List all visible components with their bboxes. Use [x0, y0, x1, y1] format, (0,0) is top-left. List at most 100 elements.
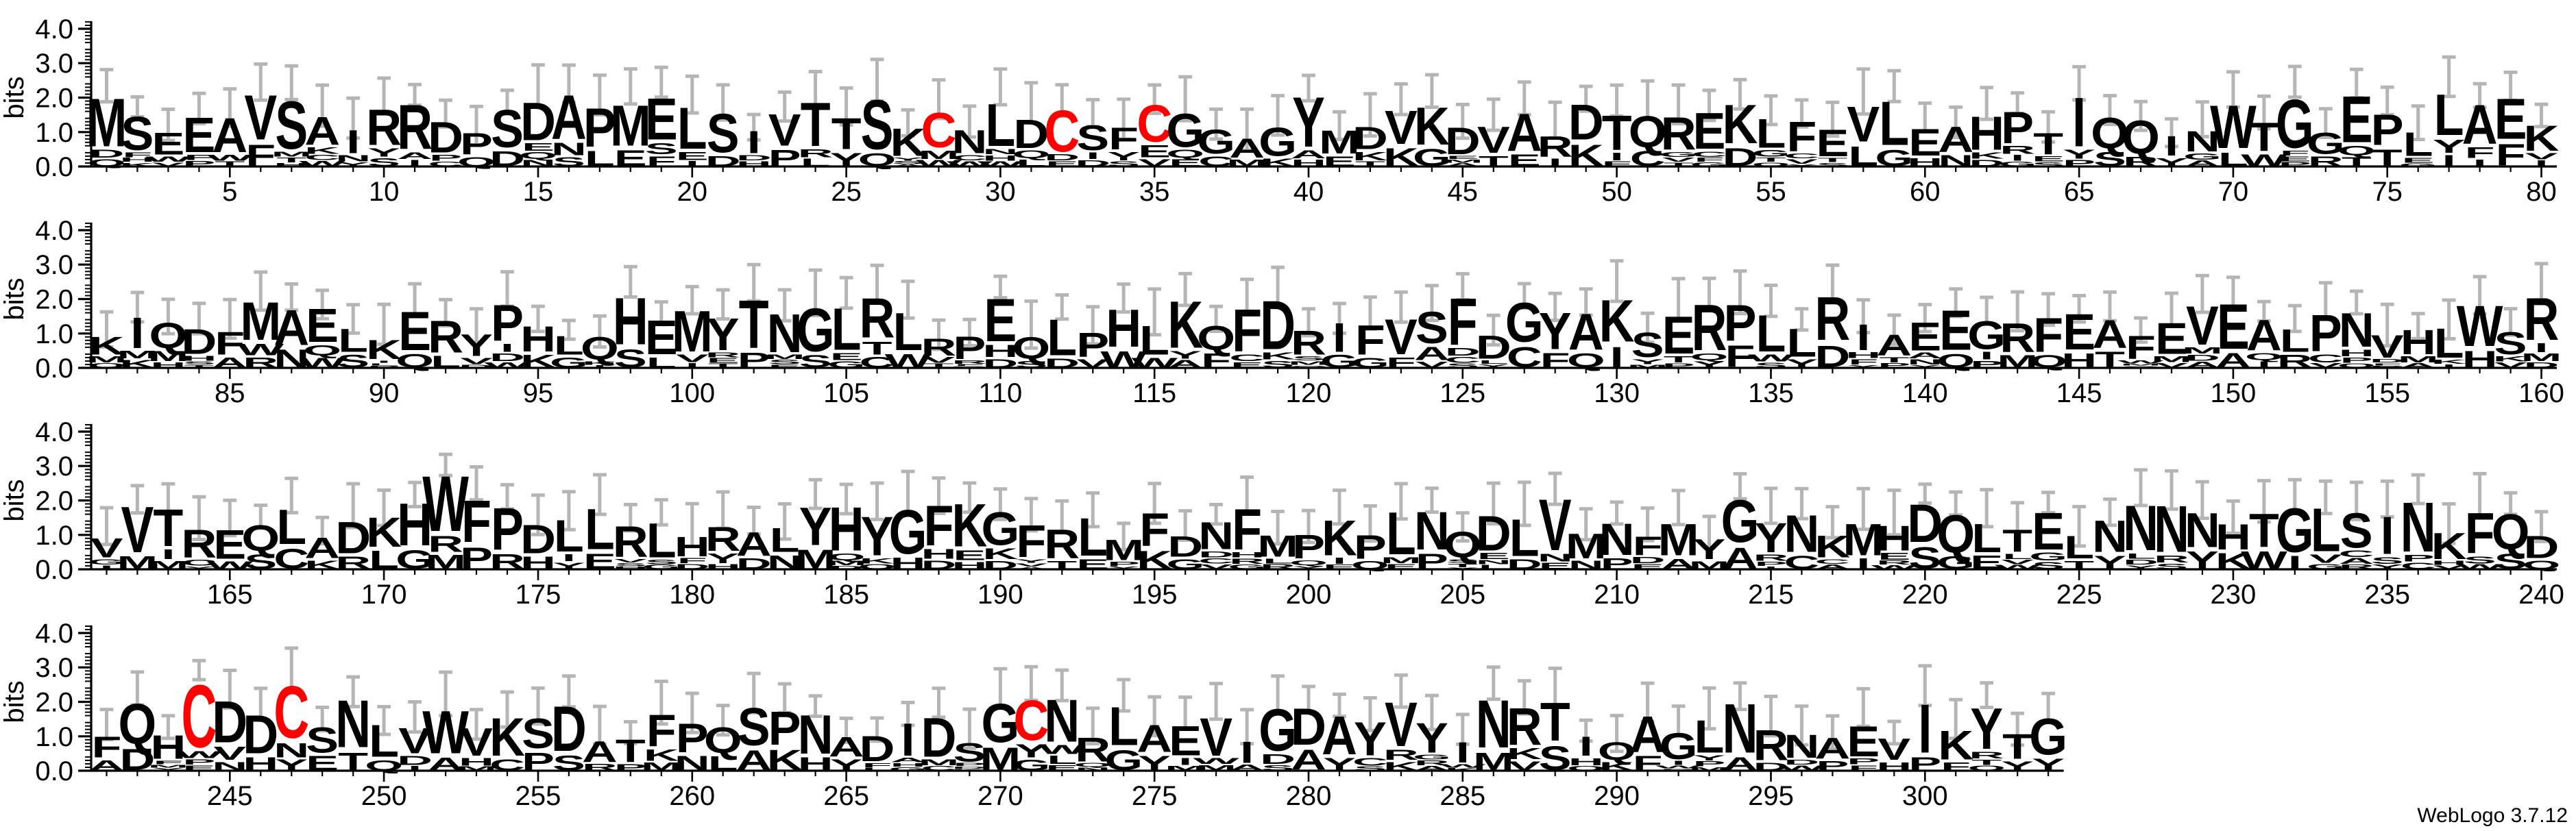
svg-text:S: S — [491, 98, 524, 158]
svg-text:2.0: 2.0 — [35, 84, 73, 114]
svg-text:D: D — [1167, 531, 1203, 563]
svg-text:D: D — [243, 704, 278, 765]
svg-text:135: 135 — [1748, 378, 1794, 408]
svg-text:3.0: 3.0 — [35, 653, 73, 683]
svg-text:C: C — [1044, 98, 1080, 164]
svg-text:1.0: 1.0 — [35, 118, 73, 148]
svg-text:A: A — [829, 732, 864, 763]
svg-text:R: R — [1044, 521, 1080, 568]
svg-text:F: F — [1448, 285, 1478, 359]
svg-text:L: L — [585, 497, 615, 562]
svg-text:130: 130 — [1594, 378, 1640, 408]
svg-text:D: D — [551, 693, 587, 765]
svg-text:A: A — [304, 532, 340, 565]
svg-text:T: T — [2002, 727, 2032, 767]
svg-text:A: A — [1507, 102, 1542, 162]
svg-text:T: T — [801, 90, 831, 160]
svg-text:Y: Y — [1354, 712, 1387, 765]
svg-text:240: 240 — [2518, 580, 2564, 610]
svg-text:H: H — [1106, 298, 1141, 358]
svg-text:1.0: 1.0 — [35, 319, 73, 349]
svg-text:E: E — [1847, 718, 1880, 766]
svg-text:S: S — [1415, 303, 1448, 353]
svg-text:N: N — [2401, 488, 2436, 567]
svg-text:R: R — [1507, 697, 1542, 756]
svg-text:S: S — [707, 103, 740, 164]
svg-text:E: E — [1693, 101, 1726, 160]
svg-text:285: 285 — [1439, 781, 1485, 811]
svg-text:105: 105 — [823, 378, 869, 408]
svg-text:H: H — [829, 495, 864, 564]
svg-text:P: P — [2371, 106, 2404, 155]
svg-text:R: R — [705, 521, 741, 559]
svg-text:E: E — [2494, 86, 2527, 151]
svg-text:F: F — [1355, 317, 1385, 364]
svg-text:R: R — [397, 91, 433, 162]
svg-text:A: A — [1876, 328, 1912, 362]
svg-text:bits: bits — [0, 277, 29, 320]
svg-text:N: N — [798, 704, 834, 766]
svg-text:P: P — [1292, 528, 1325, 566]
svg-text:50: 50 — [1601, 177, 1632, 207]
svg-text:G: G — [1660, 725, 1698, 767]
svg-text:R: R — [428, 310, 463, 362]
svg-text:4.0: 4.0 — [35, 216, 73, 246]
svg-text:215: 215 — [1748, 580, 1794, 610]
svg-text:A: A — [1568, 303, 1604, 361]
svg-text:R: R — [921, 334, 957, 361]
svg-text:N: N — [2123, 492, 2159, 565]
svg-text:70: 70 — [2218, 177, 2249, 207]
svg-text:L: L — [2403, 125, 2433, 163]
svg-text:4.0: 4.0 — [35, 14, 73, 45]
svg-text:I: I — [130, 309, 144, 357]
svg-text:35: 35 — [1139, 177, 1170, 207]
svg-text:N: N — [2092, 511, 2128, 562]
svg-text:K: K — [2431, 525, 2467, 567]
svg-text:235: 235 — [2364, 580, 2410, 610]
svg-text:250: 250 — [361, 781, 407, 811]
svg-text:I: I — [1579, 731, 1593, 762]
svg-text:D: D — [1445, 119, 1481, 162]
svg-text:2.0: 2.0 — [35, 688, 73, 718]
svg-text:E: E — [2063, 304, 2095, 360]
svg-text:Y: Y — [1970, 695, 2003, 762]
svg-text:R: R — [1815, 284, 1851, 354]
svg-text:125: 125 — [1439, 378, 1485, 408]
svg-text:L: L — [986, 91, 1016, 159]
svg-text:L: L — [554, 331, 584, 360]
svg-text:K: K — [2524, 119, 2560, 159]
svg-text:255: 255 — [515, 781, 561, 811]
svg-text:205: 205 — [1439, 580, 1485, 610]
svg-text:270: 270 — [977, 781, 1023, 811]
svg-text:Y: Y — [1415, 715, 1448, 762]
svg-text:I: I — [2165, 131, 2178, 162]
svg-text:S: S — [275, 88, 308, 164]
svg-text:5: 5 — [222, 177, 237, 207]
svg-text:T: T — [1540, 691, 1570, 753]
svg-text:N: N — [1476, 687, 1511, 762]
svg-text:A: A — [2246, 311, 2282, 360]
svg-text:F: F — [92, 730, 122, 764]
svg-text:Q: Q — [2122, 110, 2160, 164]
svg-text:25: 25 — [831, 177, 862, 207]
svg-text:295: 295 — [1748, 781, 1794, 811]
svg-text:L: L — [2434, 82, 2464, 147]
svg-text:R: R — [860, 286, 895, 349]
svg-text:P: P — [491, 496, 524, 562]
svg-text:V: V — [1200, 707, 1232, 767]
svg-text:140: 140 — [1902, 378, 1948, 408]
svg-text:D: D — [1352, 121, 1388, 156]
svg-text:E: E — [2340, 83, 2373, 157]
svg-text:D: D — [921, 706, 957, 769]
svg-text:L: L — [369, 715, 399, 767]
svg-text:265: 265 — [823, 781, 869, 811]
svg-text:A: A — [1322, 705, 1357, 766]
svg-text:0.0: 0.0 — [35, 555, 73, 585]
svg-text:S: S — [738, 697, 770, 757]
svg-text:H: H — [1876, 519, 1912, 558]
svg-text:N: N — [1723, 689, 1758, 768]
svg-text:Y: Y — [460, 327, 493, 362]
svg-text:C: C — [274, 671, 309, 754]
svg-text:I: I — [1456, 736, 1470, 769]
svg-text:Q: Q — [1197, 319, 1235, 358]
